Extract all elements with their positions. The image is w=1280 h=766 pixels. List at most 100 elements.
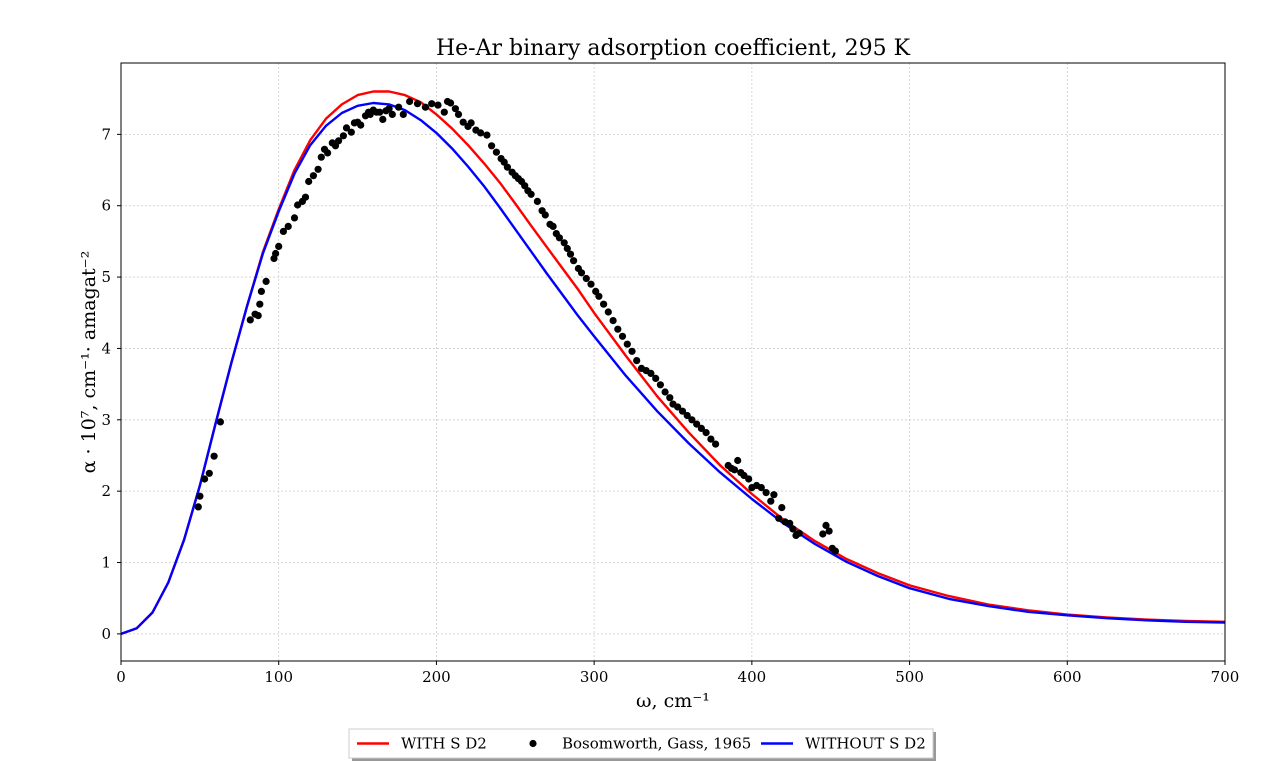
data-point (623, 340, 631, 348)
data-point (577, 269, 586, 277)
data-point (421, 103, 429, 111)
data-point (256, 300, 264, 308)
data-point (488, 142, 496, 150)
y-tick-label: 2 (101, 482, 111, 500)
data-point (795, 529, 803, 537)
data-point (778, 504, 786, 512)
data-point (647, 369, 655, 377)
data-point (595, 292, 603, 300)
data-point (342, 124, 351, 132)
data-point (385, 105, 393, 113)
data-point (560, 239, 568, 247)
data-point (770, 491, 778, 499)
data-point (335, 137, 343, 145)
data-point (284, 222, 292, 230)
y-tick-label: 4 (101, 339, 111, 357)
data-point (357, 121, 365, 129)
grid (120, 63, 1226, 661)
y-tick-label: 7 (101, 125, 111, 143)
data-point (275, 242, 283, 250)
data-point (272, 249, 280, 258)
x-tick-label: 400 (738, 668, 767, 686)
data-point (757, 484, 765, 492)
data-point (563, 244, 571, 253)
data-point (614, 325, 622, 333)
data-point (388, 110, 396, 118)
data-point (406, 97, 414, 106)
data-point (555, 234, 564, 242)
data-point (734, 456, 742, 465)
data-point (483, 131, 491, 139)
data-point (434, 101, 442, 109)
data-point (678, 407, 687, 415)
data-point (789, 525, 797, 533)
data-point (196, 492, 204, 500)
data-point (379, 115, 387, 123)
data-point (395, 103, 403, 111)
data-point (279, 227, 287, 235)
data-point (527, 190, 535, 198)
legend-label: Bosomworth, Gass, 1965 (562, 735, 751, 753)
data-point (454, 110, 463, 118)
data-point (246, 316, 254, 324)
data-point (459, 118, 467, 126)
y-tick-label: 0 (101, 625, 111, 643)
data-point (339, 132, 347, 140)
data-point (661, 388, 669, 396)
data-point (216, 418, 224, 426)
data-point (609, 317, 617, 325)
data-point (347, 128, 355, 136)
data-point (376, 108, 384, 116)
data-point (762, 489, 770, 497)
legend-items: WITH S D2 Bosomworth, Gass, 1965 WITHOUT S… (357, 735, 926, 753)
data-point (618, 332, 627, 340)
data-point (674, 403, 682, 411)
data-point (570, 257, 578, 265)
data-point (533, 197, 542, 205)
x-tick-label: 700 (1211, 668, 1240, 686)
data-point (194, 503, 202, 511)
data-point (503, 163, 511, 171)
x-tick-label: 600 (1053, 668, 1082, 686)
y-tick-label: 5 (101, 268, 111, 286)
data-point (262, 277, 270, 285)
data-point (305, 177, 313, 186)
data-point (314, 165, 322, 173)
data-point (205, 469, 213, 477)
legend-label: WITHOUT S D2 (805, 735, 926, 753)
data-point (825, 527, 833, 535)
data-point (399, 110, 407, 118)
data-point (600, 300, 608, 308)
data-point (587, 280, 595, 288)
data-point (413, 100, 422, 108)
x-tick-label: 200 (422, 668, 451, 686)
x-tick-label: 500 (895, 668, 924, 686)
data-point (317, 153, 325, 161)
legend-box (348, 728, 934, 759)
data-point (201, 475, 209, 483)
data-point (254, 312, 262, 320)
data-point (566, 250, 575, 258)
data-point (447, 99, 455, 107)
legend-label: WITH S D2 (401, 735, 487, 753)
x-tick-label: 300 (580, 668, 609, 686)
data-point (688, 416, 696, 424)
data-point (767, 497, 775, 505)
data-point (775, 514, 783, 522)
y-axis-label: α · 10⁷, cm⁻¹· amagat⁻² (78, 251, 100, 474)
data-point (492, 148, 500, 156)
x-tick-label: 0 (116, 668, 126, 686)
data-point (693, 420, 701, 428)
data-point (822, 521, 830, 530)
data-point (633, 357, 641, 365)
plot-frame (120, 62, 1226, 662)
data-point (730, 466, 739, 474)
series-line-without-s-d2 (121, 101, 1225, 636)
x-axis-label: ω, cm⁻¹ (636, 690, 710, 712)
data-point (582, 274, 590, 283)
data-point (745, 475, 753, 483)
x-tick-label: 100 (264, 668, 293, 686)
data-point (549, 222, 557, 230)
data-point (541, 211, 549, 219)
